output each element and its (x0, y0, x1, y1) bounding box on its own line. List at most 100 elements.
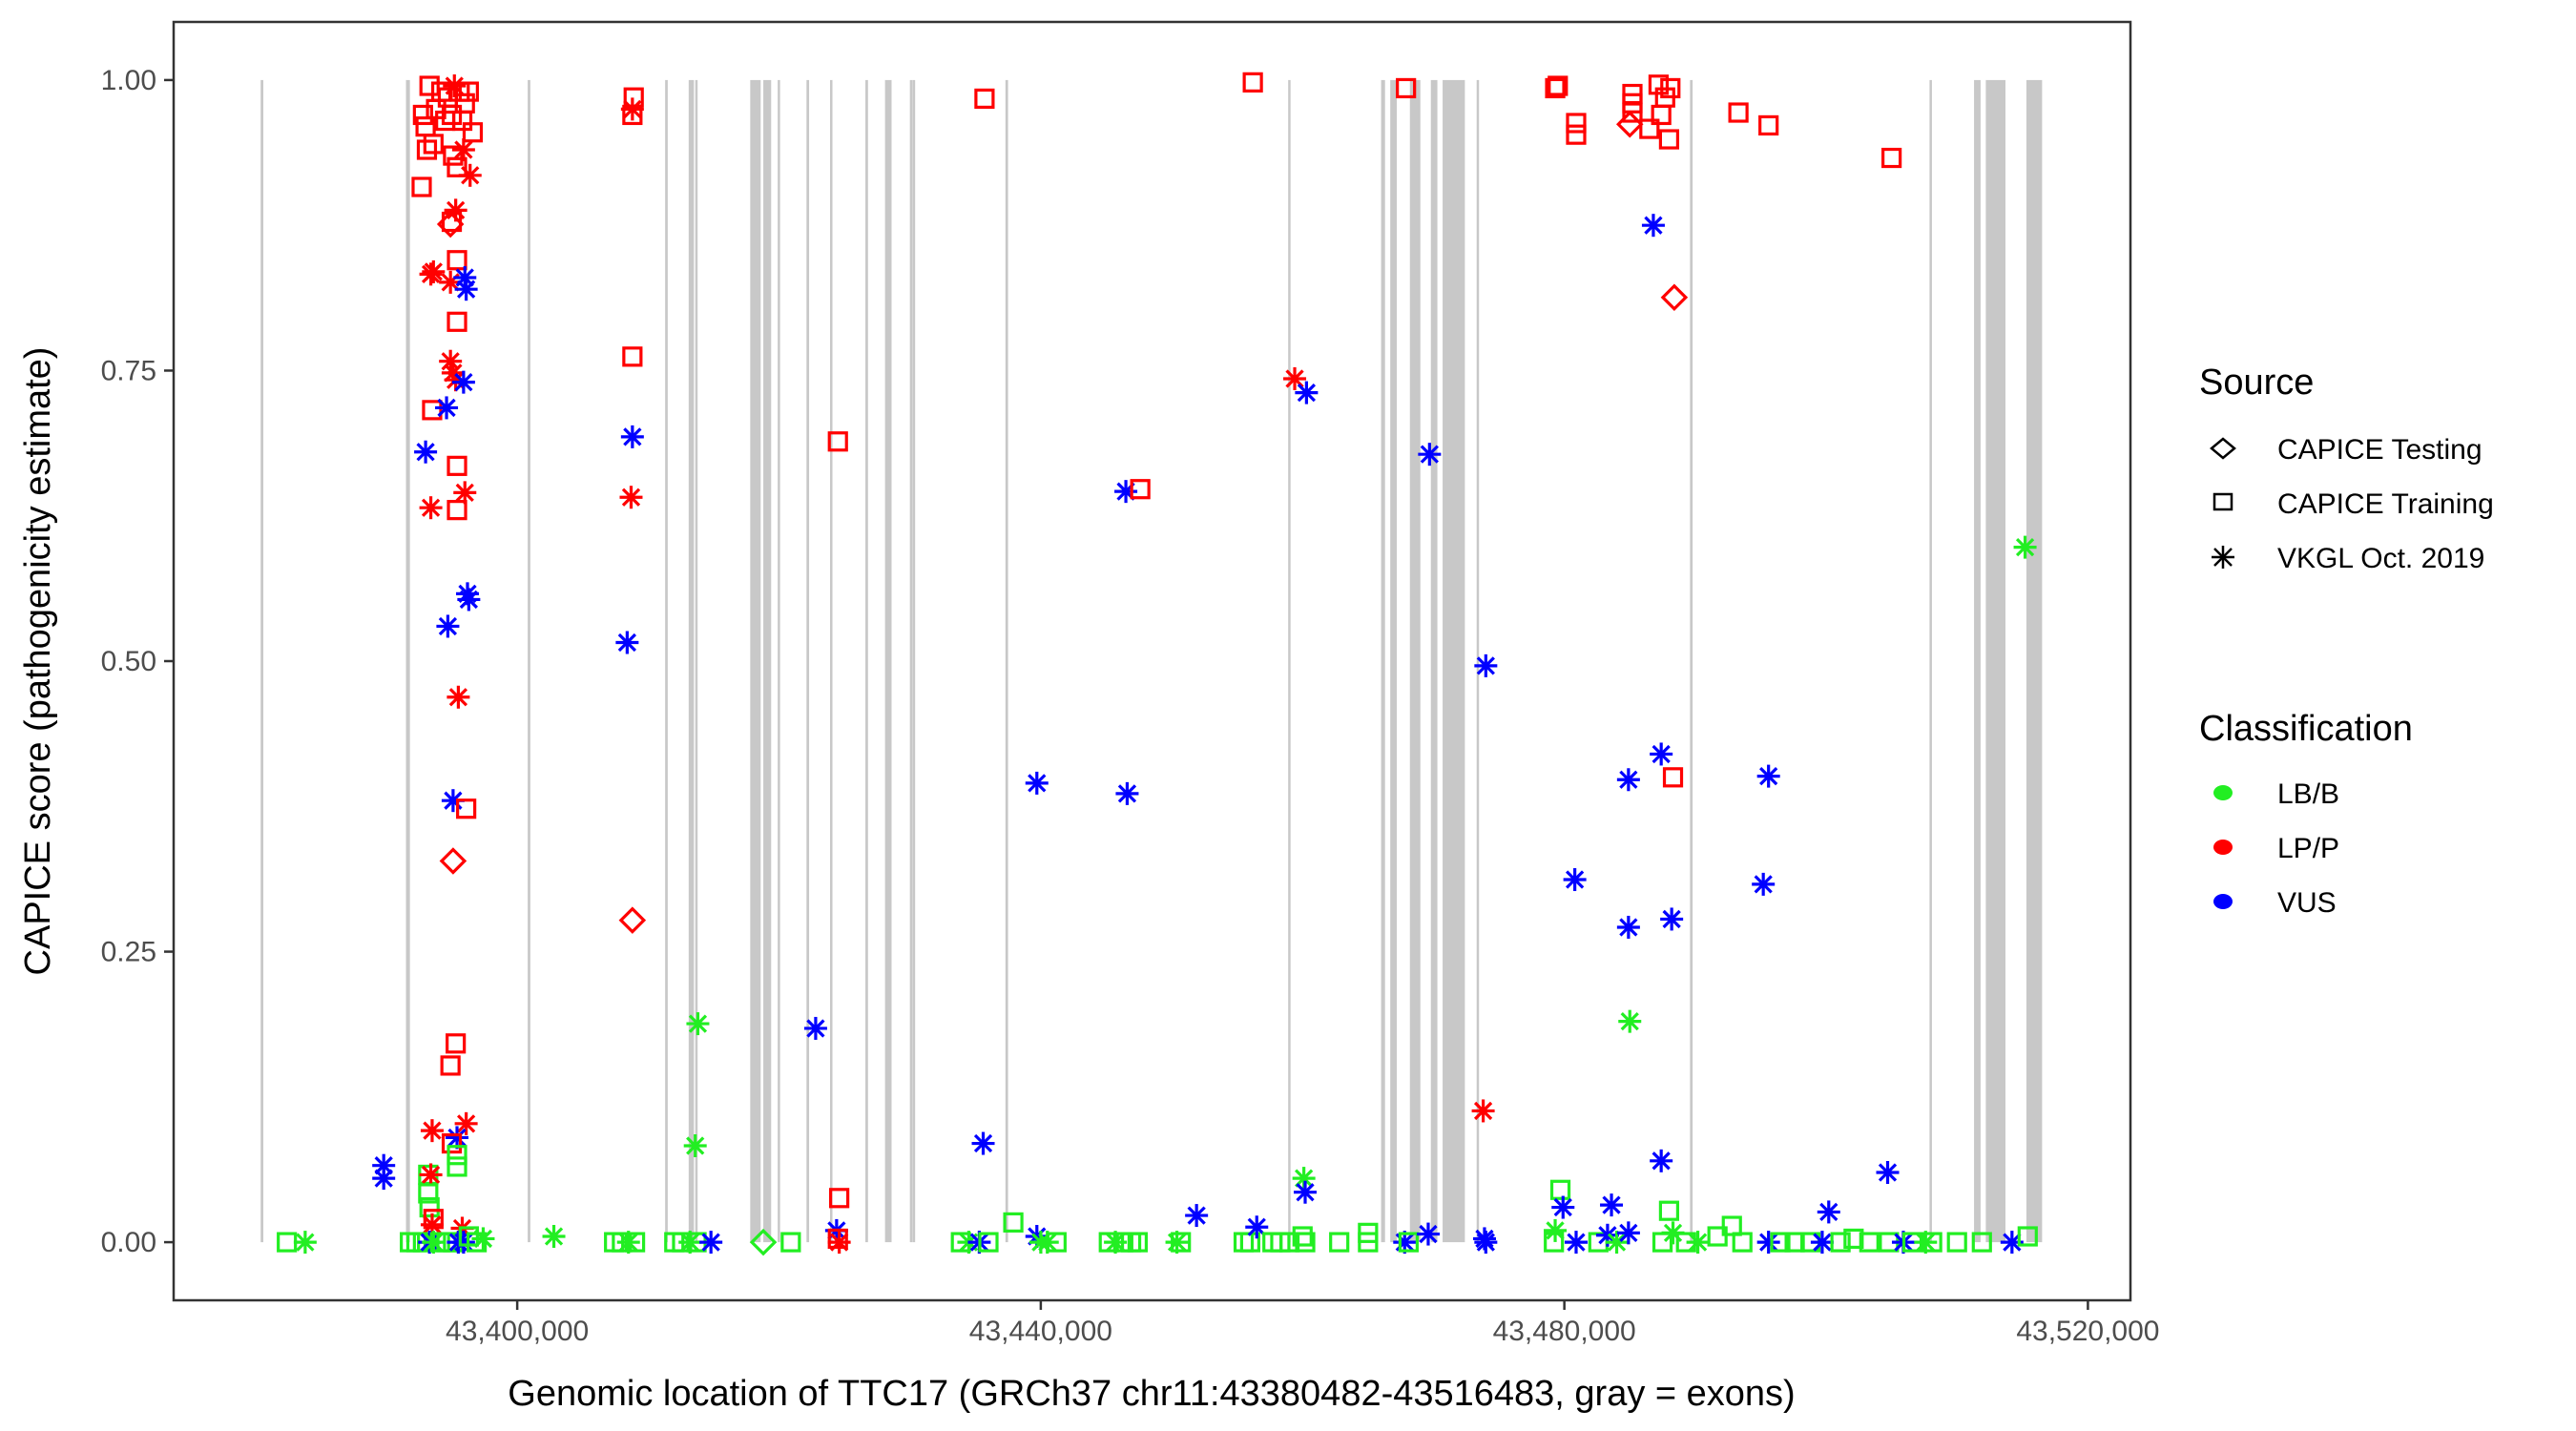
data-point-square (1648, 74, 1670, 95)
data-point-square (1922, 1232, 1942, 1253)
legend-source: Source CAPICE Testing CAPICE Training VK… (2199, 363, 2494, 574)
data-point-asterisk (1817, 1200, 1840, 1224)
data-point-asterisk (454, 278, 478, 301)
data-point-asterisk (1876, 1161, 1900, 1184)
data-point-asterisk (1418, 443, 1442, 467)
data-point-asterisk (414, 440, 438, 464)
data-point-square (1758, 114, 1779, 136)
exon-band (405, 79, 410, 1243)
data-point-square (1358, 1232, 1379, 1253)
data-point-asterisk (447, 685, 470, 709)
data-point-asterisk (1618, 1009, 1642, 1033)
asterisk-icon (2212, 546, 2234, 569)
legend-classification: Classification LB/B LP/P VUS (2199, 709, 2413, 919)
data-point-square (1566, 124, 1587, 145)
data-point-asterisk (1115, 781, 1139, 805)
exon-band (865, 79, 868, 1243)
exon-band (750, 79, 761, 1243)
data-point-asterisk (971, 1131, 995, 1155)
legend-item-vus: VUS (2213, 887, 2337, 919)
data-point-asterisk (1474, 653, 1498, 677)
data-point-square (462, 122, 484, 143)
data-point-square (447, 500, 467, 521)
data-point-square (411, 176, 432, 197)
data-point-asterisk (803, 1016, 827, 1040)
exon-band (763, 79, 772, 1243)
exon-band (1690, 79, 1693, 1243)
data-point-square (1830, 1232, 1851, 1253)
data-point-asterisk (1283, 366, 1307, 390)
data-point-asterisk (1605, 1231, 1629, 1255)
data-point-square (1544, 1232, 1565, 1253)
data-point-asterisk (683, 1133, 707, 1157)
data-point-square (622, 346, 643, 367)
data-point-square (1728, 102, 1749, 123)
data-point-square (451, 110, 473, 132)
legend-item-capice-training: CAPICE Training (2212, 488, 2494, 520)
data-point-asterisk (686, 1012, 710, 1036)
legend-source-title: Source (2199, 363, 2314, 403)
legend-label: LP/P (2277, 833, 2339, 864)
exon-band (528, 79, 530, 1243)
exon-band (778, 79, 780, 1243)
legend-item-vkgl: VKGL Oct. 2019 (2212, 543, 2484, 574)
data-point-square (446, 1033, 467, 1054)
data-point-square (1622, 102, 1643, 123)
data-point-square (780, 1232, 801, 1253)
data-point-square (441, 104, 463, 126)
data-point-square (624, 1232, 646, 1253)
data-point-asterisk (1756, 1231, 1780, 1255)
legend-label: CAPICE Training (2277, 488, 2494, 520)
data-point-asterisk (1563, 868, 1587, 892)
data-point-square (829, 1188, 850, 1209)
data-point-asterisk (419, 1163, 443, 1187)
exon-band (912, 79, 916, 1243)
exon-band (260, 79, 263, 1243)
exon-band (1985, 79, 2005, 1243)
data-point-square (447, 156, 467, 177)
data-point-asterisk (1810, 1231, 1834, 1255)
y-tick-label: 1.00 (101, 65, 156, 96)
data-point-square (423, 134, 444, 155)
data-point-asterisk (1295, 381, 1319, 404)
data-point-asterisk (436, 614, 460, 638)
data-point-asterisk (1544, 1218, 1568, 1242)
data-point-asterisk (457, 588, 481, 612)
data-point-square (2017, 1226, 2038, 1247)
data-point-square (1295, 1232, 1316, 1253)
data-point-square (1566, 113, 1587, 134)
data-point-square (1651, 104, 1672, 126)
legend-classification-title: Classification (2199, 709, 2413, 749)
data-point-diamond (618, 906, 647, 934)
data-point-square (1396, 77, 1417, 99)
data-points (277, 72, 2038, 1256)
exon-band (1005, 79, 1008, 1243)
data-point-square (458, 81, 479, 102)
data-point-square (1329, 1232, 1350, 1253)
data-point-square (1046, 1232, 1067, 1253)
data-point-asterisk (1650, 742, 1673, 766)
data-point-asterisk (1686, 1231, 1710, 1255)
data-point-square (1881, 147, 1902, 169)
data-point-asterisk (615, 631, 639, 654)
data-point-square (456, 798, 477, 819)
data-point-square (447, 1145, 467, 1166)
plot-background (174, 22, 2130, 1300)
data-point-asterisk (419, 496, 443, 520)
data-point-asterisk (1756, 764, 1780, 788)
data-point-asterisk (620, 425, 644, 448)
data-point-square (1707, 1226, 1728, 1247)
data-point-square (1548, 75, 1568, 96)
exon-band (1443, 79, 1465, 1243)
data-point-square (1859, 1232, 1880, 1253)
exon-band (688, 79, 695, 1243)
data-point-asterisk (454, 1111, 478, 1135)
data-point-square (1398, 1232, 1419, 1253)
data-point-square (1732, 1232, 1753, 1253)
exon-band (806, 79, 810, 1243)
data-point-asterisk (1114, 480, 1138, 504)
exon-band (1409, 79, 1421, 1243)
y-tick-label: 0.75 (101, 355, 156, 386)
data-point-diamond (1660, 283, 1689, 311)
